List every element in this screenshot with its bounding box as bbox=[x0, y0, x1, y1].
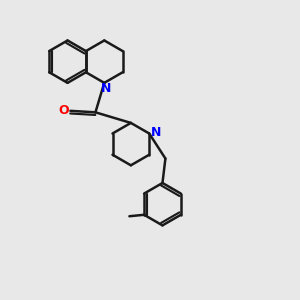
Text: O: O bbox=[58, 104, 69, 117]
Text: N: N bbox=[100, 82, 111, 95]
Text: N: N bbox=[151, 125, 161, 139]
